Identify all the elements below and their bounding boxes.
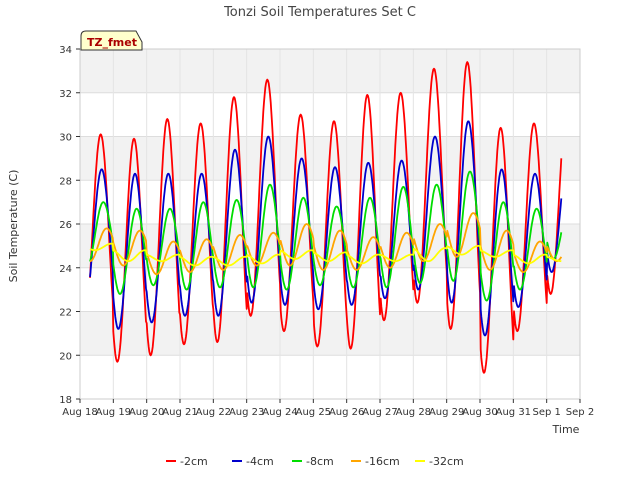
legend: -2cm -4cm -8cm -16cm -32cm xyxy=(166,455,464,468)
legend-label: -2cm xyxy=(180,455,208,468)
legend-label: -8cm xyxy=(306,455,334,468)
y-axis-label: Soil Temperature (C) xyxy=(7,170,20,283)
x-tick-label: Aug 21 xyxy=(162,407,197,418)
x-tick-label: Sep 1 xyxy=(532,407,560,418)
series-group xyxy=(89,61,563,374)
x-tick-label: Aug 29 xyxy=(429,407,464,418)
x-axis-label: Time xyxy=(552,423,580,436)
y-tick-label: 34 xyxy=(59,45,72,56)
y-tick-label: 20 xyxy=(59,351,72,362)
x-tick-label: Aug 25 xyxy=(296,407,331,418)
series-line-minus16cm xyxy=(89,212,563,276)
chart-title: Tonzi Soil Temperatures Set C xyxy=(223,5,416,20)
x-tick-label: Aug 28 xyxy=(396,407,431,418)
y-tick-label: 26 xyxy=(59,220,72,231)
badge-label: TZ_fmet xyxy=(87,36,137,49)
y-tick-label: 22 xyxy=(59,308,72,319)
grid-band xyxy=(80,311,580,356)
y-axis-ticks: 18 20 22 24 26 28 30 32 34 xyxy=(59,45,80,406)
station-badge: TZ_fmet xyxy=(80,30,143,51)
series-line-minus8cm xyxy=(89,170,563,302)
x-tick-label: Aug 23 xyxy=(229,407,264,418)
x-tick-label: Aug 31 xyxy=(496,407,531,418)
x-tick-label: Aug 26 xyxy=(329,407,364,418)
y-tick-label: 32 xyxy=(59,89,72,100)
x-tick-label: Aug 18 xyxy=(62,407,97,418)
series-line-minus32cm xyxy=(89,242,562,267)
series-line-minus4cm xyxy=(89,120,563,337)
x-tick-label: Sep 2 xyxy=(566,407,594,418)
series-line-minus2cm xyxy=(89,61,563,374)
legend-label: -4cm xyxy=(246,455,274,468)
badge-shape xyxy=(80,30,143,51)
y-tick-label: 24 xyxy=(59,264,72,275)
legend-label: -32cm xyxy=(429,455,464,468)
x-tick-label: Aug 19 xyxy=(96,407,131,418)
x-tick-label: Aug 30 xyxy=(462,407,497,418)
y-tick-label: 28 xyxy=(59,176,72,187)
grid-band xyxy=(80,49,580,93)
x-tick-label: Aug 20 xyxy=(129,407,164,418)
x-tick-label: Aug 24 xyxy=(262,407,297,418)
x-tick-label: Aug 22 xyxy=(196,407,231,418)
y-tick-label: 18 xyxy=(59,395,72,406)
legend-label: -16cm xyxy=(365,455,400,468)
y-tick-label: 30 xyxy=(59,133,72,144)
x-tick-label: Aug 27 xyxy=(362,407,397,418)
